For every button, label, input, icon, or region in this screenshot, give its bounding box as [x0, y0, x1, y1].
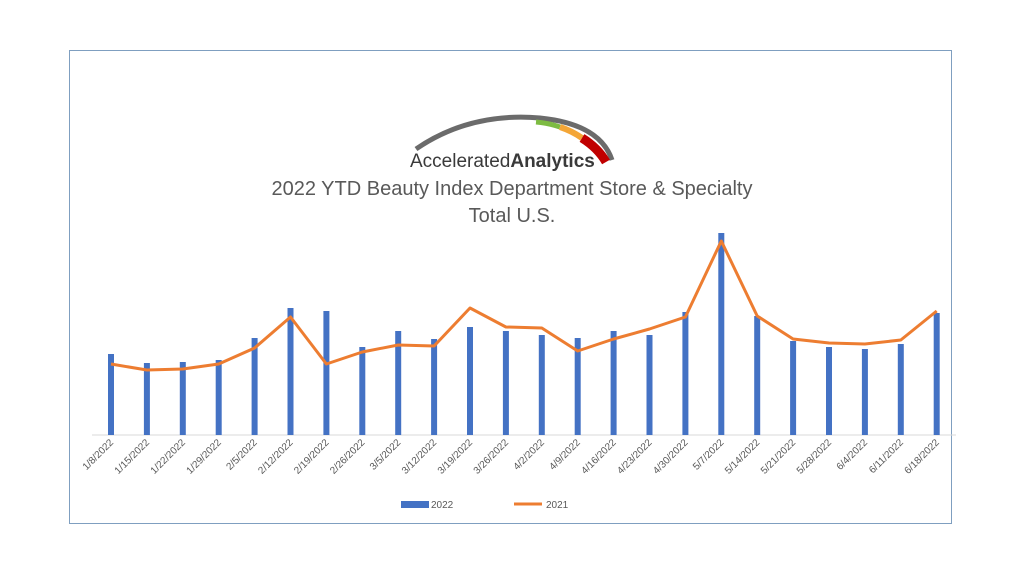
legend-label-2021: 2021	[546, 500, 569, 511]
bar-2022-1/29/2022	[215, 360, 222, 435]
x-tick-label: 6/4/2022	[835, 437, 871, 473]
x-tick-label: 2/19/2022	[292, 437, 332, 477]
x-tick-label: 2/5/2022	[224, 437, 260, 473]
x-tick-label: 3/5/2022	[368, 437, 404, 473]
x-tick-label: 5/21/2022	[759, 437, 799, 477]
x-tick-label: 1/22/2022	[149, 437, 189, 477]
x-tick-label: 4/16/2022	[579, 437, 619, 477]
bar-2022-4/30/2022	[682, 312, 689, 435]
bar-2022-5/7/2022	[718, 233, 725, 435]
bar-2022-4/9/2022	[574, 338, 581, 435]
x-tick-label: 6/11/2022	[867, 437, 906, 476]
x-tick-label: 4/30/2022	[651, 437, 691, 477]
logo-gauge-green	[535, 119, 561, 130]
x-tick-label: 1/29/2022	[185, 437, 225, 477]
chart-subtitle: Total U.S.	[468, 205, 556, 227]
x-tick-label: 5/14/2022	[723, 437, 763, 477]
bar-2022-2/19/2022	[323, 311, 330, 435]
bar-2022-5/21/2022	[790, 341, 797, 435]
x-tick-label: 1/8/2022	[81, 437, 117, 473]
bar-2022-5/28/2022	[826, 347, 832, 435]
bar-series-2022	[108, 233, 940, 435]
bar-2022-6/18/2022	[933, 313, 940, 435]
x-tick-label: 3/19/2022	[436, 437, 476, 477]
bar-2022-2/5/2022	[251, 338, 258, 435]
x-tick-label: 5/28/2022	[795, 437, 835, 477]
legend-swatch-2022	[401, 501, 429, 508]
x-tick-label: 3/12/2022	[400, 437, 440, 477]
bar-2022-1/22/2022	[179, 362, 186, 435]
bar-2022-3/12/2022	[431, 339, 438, 435]
bar-2022-6/4/2022	[861, 349, 868, 435]
x-tick-label: 2/12/2022	[256, 437, 296, 477]
bar-2022-3/26/2022	[502, 331, 509, 435]
x-tick-label: 4/2/2022	[512, 437, 548, 473]
line-series-2021	[110, 239, 938, 372]
bar-2022-5/14/2022	[754, 316, 761, 435]
bar-2022-3/19/2022	[467, 327, 473, 435]
x-tick-label: 3/26/2022	[472, 437, 512, 477]
logo-text: AcceleratedAnalytics	[410, 151, 595, 172]
x-tick-label: 5/7/2022	[691, 437, 727, 473]
bar-2022-6/11/2022	[897, 344, 904, 435]
legend: 2022 2021	[401, 500, 569, 511]
chart-title: 2022 YTD Beauty Index Department Store &…	[271, 178, 753, 200]
bar-2022-1/8/2022	[108, 354, 114, 435]
logo-gauge-orange	[559, 124, 584, 141]
x-tick-label: 1/15/2022	[113, 437, 153, 477]
bar-2022-1/15/2022	[143, 363, 150, 435]
chart-frame	[69, 50, 952, 524]
chart-title-block: 2022 YTD Beauty Index Department Store &…	[0, 176, 1024, 230]
bar-2022-2/26/2022	[359, 347, 366, 435]
bar-2022-4/23/2022	[646, 335, 653, 435]
x-tick-label: 4/9/2022	[548, 437, 584, 473]
bar-2022-4/2/2022	[538, 335, 545, 435]
legend-label-2022: 2022	[431, 500, 454, 511]
x-tick-label: 2/26/2022	[328, 437, 368, 477]
bar-2022-3/5/2022	[395, 331, 402, 435]
bar-2022-2/12/2022	[287, 308, 294, 435]
x-tick-label: 6/18/2022	[903, 437, 943, 477]
bar-2022-4/16/2022	[610, 331, 617, 435]
logo-gauge-red	[579, 134, 610, 165]
x-tick-label: 4/23/2022	[615, 437, 655, 477]
logo-gauge-arc	[414, 114, 615, 161]
